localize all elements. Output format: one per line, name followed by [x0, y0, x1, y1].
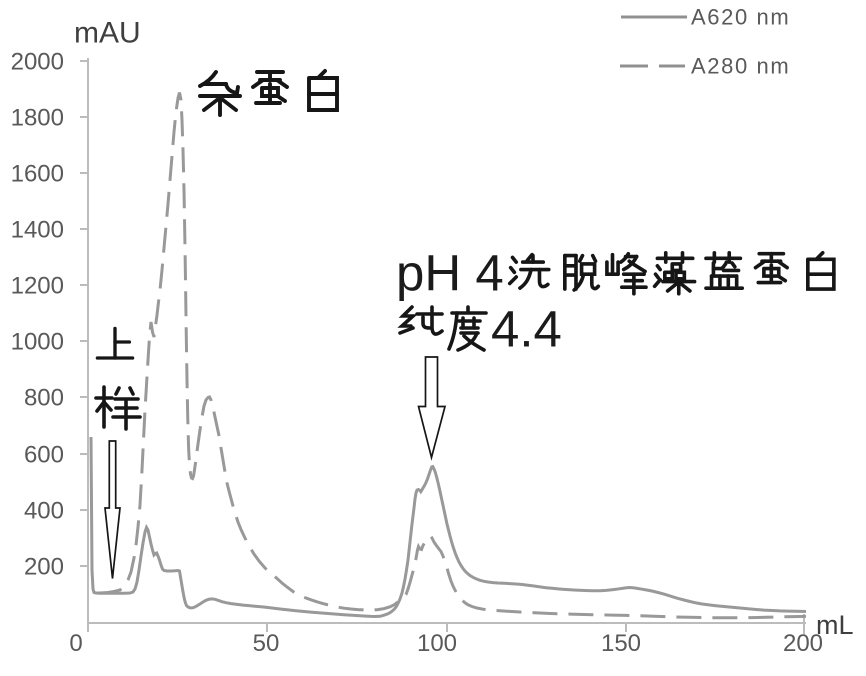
svg-text:A620 nm: A620 nm: [691, 5, 790, 30]
svg-text:800: 800: [24, 385, 64, 412]
svg-text:1400: 1400: [11, 217, 64, 244]
svg-text:4.4: 4.4: [491, 301, 562, 358]
svg-text:600: 600: [24, 442, 64, 469]
svg-text:pH 4: pH 4: [396, 245, 504, 302]
svg-text:150: 150: [601, 630, 641, 657]
svg-text:200: 200: [24, 554, 64, 581]
svg-text:50: 50: [253, 630, 280, 657]
svg-text:1600: 1600: [11, 161, 64, 188]
svg-text:100: 100: [417, 630, 457, 657]
svg-text:200: 200: [783, 630, 823, 657]
svg-text:1800: 1800: [11, 105, 64, 132]
svg-text:mL: mL: [816, 610, 854, 640]
svg-text:400: 400: [24, 498, 64, 525]
svg-text:1200: 1200: [11, 273, 64, 300]
svg-text:A280 nm: A280 nm: [691, 54, 790, 79]
svg-text:mAU: mAU: [74, 17, 141, 50]
svg-text:2000: 2000: [11, 49, 64, 76]
svg-text:1000: 1000: [11, 329, 64, 356]
svg-text:0: 0: [69, 630, 82, 657]
